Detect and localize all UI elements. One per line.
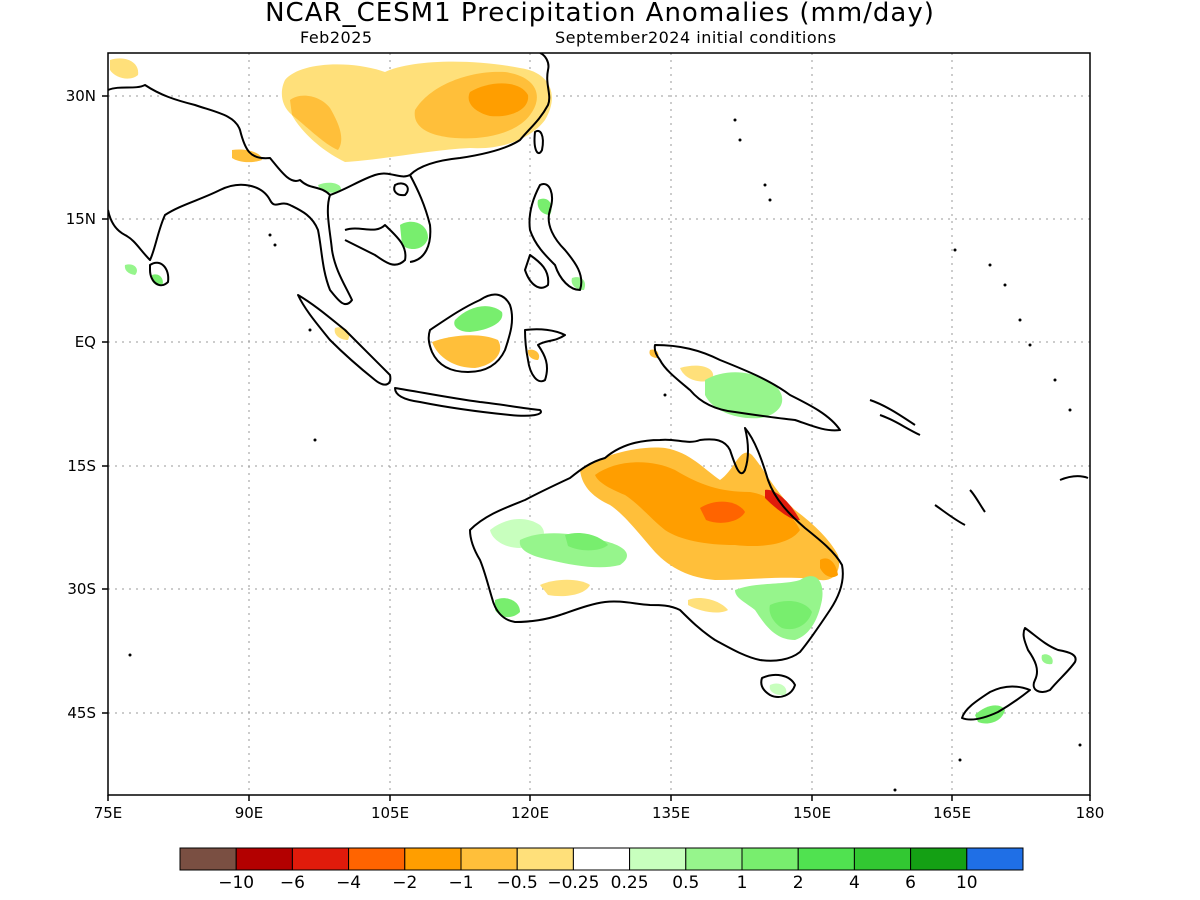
colorbar-swatch bbox=[348, 847, 406, 871]
map-area bbox=[108, 53, 1090, 795]
forecast-month: Feb2025 bbox=[300, 28, 373, 47]
lat-label: 45S bbox=[67, 704, 96, 722]
initial-conditions-label: September2024 initial conditions bbox=[555, 28, 837, 47]
lat-label: 15N bbox=[66, 210, 96, 228]
colorbar-swatch bbox=[966, 847, 1024, 871]
colorbar-label: 10 bbox=[956, 873, 978, 893]
colorbar-label: 1 bbox=[737, 873, 748, 893]
lat-label: 30N bbox=[66, 87, 96, 105]
lat-label: 15S bbox=[67, 457, 96, 475]
colorbar-label: 4 bbox=[849, 873, 860, 893]
colorbar-label: −2 bbox=[392, 873, 417, 893]
coastlines bbox=[108, 53, 1089, 721]
lon-label: 90E bbox=[235, 804, 264, 822]
colorbar-swatch bbox=[235, 847, 293, 871]
lon-label: 75E bbox=[94, 804, 123, 822]
colorbar-swatch bbox=[460, 847, 518, 871]
colorbar: −10 −6 −4 −2 −1 −0.5 −0.25 0.25 0.5 1 2 4 6 10 bbox=[179, 847, 1024, 893]
lon-label: 135E bbox=[652, 804, 690, 822]
lon-label: 165E bbox=[933, 804, 971, 822]
gridlines bbox=[108, 53, 1090, 795]
small-islands bbox=[128, 118, 1082, 792]
colorbar-label: 2 bbox=[793, 873, 804, 893]
colorbar-label: 6 bbox=[905, 873, 916, 893]
colorbar-swatch bbox=[516, 847, 574, 871]
colorbar-swatch bbox=[741, 847, 799, 871]
colorbar-label: −10 bbox=[218, 873, 254, 893]
map-frame bbox=[107, 52, 1091, 796]
colorbar-swatch bbox=[910, 847, 968, 871]
lon-label: 180 bbox=[1076, 804, 1105, 822]
lat-label: 30S bbox=[67, 580, 96, 598]
colorbar-swatch bbox=[797, 847, 855, 871]
lon-label: 150E bbox=[793, 804, 831, 822]
axis-ticks bbox=[102, 95, 1091, 801]
map-title: NCAR_CESM1 Precipitation Anomalies (mm/d… bbox=[265, 0, 935, 28]
colorbar-swatch bbox=[404, 847, 462, 871]
lat-label: EQ bbox=[75, 333, 96, 351]
colorbar-swatch bbox=[629, 847, 687, 871]
colorbar-swatch bbox=[853, 847, 912, 871]
colorbar-label: 0.25 bbox=[611, 873, 649, 893]
longitude-labels: 75E 90E 105E 120E 135E 150E 165E 180 bbox=[94, 804, 1105, 822]
colorbar-swatch bbox=[572, 847, 631, 871]
colorbar-swatch bbox=[685, 847, 743, 871]
colorbar-label: −0.5 bbox=[497, 873, 538, 893]
anomaly-fields bbox=[110, 58, 1053, 724]
colorbar-label: −0.25 bbox=[547, 873, 599, 893]
colorbar-label: −1 bbox=[448, 873, 473, 893]
lon-label: 120E bbox=[511, 804, 549, 822]
colorbar-label: −4 bbox=[336, 873, 361, 893]
colorbar-swatch bbox=[291, 847, 350, 871]
latitude-labels: 30N 15N EQ 15S 30S 45S bbox=[66, 87, 96, 722]
colorbar-label: −6 bbox=[280, 873, 305, 893]
colorbar-label: 0.5 bbox=[672, 873, 699, 893]
colorbar-swatch bbox=[179, 847, 237, 871]
lon-label: 105E bbox=[371, 804, 409, 822]
